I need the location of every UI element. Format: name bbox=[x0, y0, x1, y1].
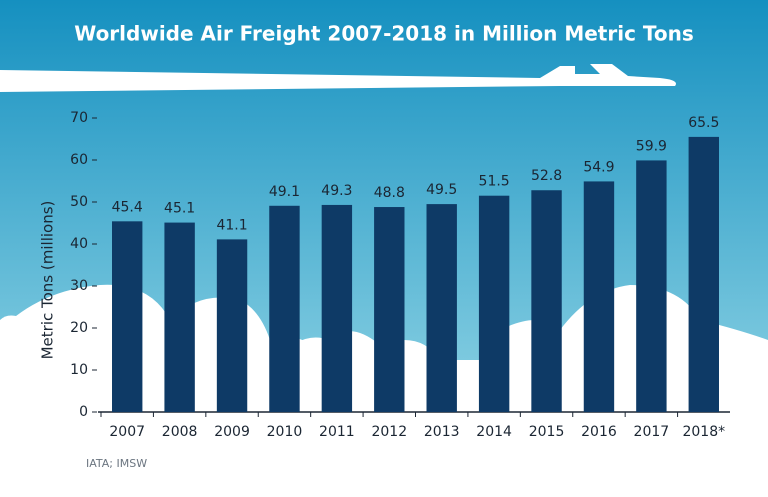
bar bbox=[478, 195, 510, 412]
value-label: 51.5 bbox=[479, 174, 510, 190]
value-label: 45.1 bbox=[164, 201, 195, 217]
x-tick-label: 2015 bbox=[529, 424, 565, 440]
y-tick-label: 40 bbox=[70, 236, 88, 252]
y-tick-label: 60 bbox=[70, 152, 88, 168]
value-label: 49.1 bbox=[269, 184, 300, 200]
value-label: 48.8 bbox=[374, 185, 405, 201]
value-label: 52.8 bbox=[531, 168, 562, 184]
y-tick-label: 70 bbox=[70, 110, 88, 126]
bar bbox=[321, 204, 353, 412]
value-label: 54.9 bbox=[583, 159, 614, 175]
x-tick-label: 2018* bbox=[682, 424, 725, 440]
value-label: 49.5 bbox=[426, 182, 457, 198]
y-tick-label: 10 bbox=[70, 362, 88, 378]
value-label: 41.1 bbox=[216, 217, 247, 233]
value-label: 45.4 bbox=[112, 199, 143, 215]
x-tick-label: 2010 bbox=[267, 424, 303, 440]
bar bbox=[112, 221, 143, 412]
value-label: 59.9 bbox=[636, 138, 667, 154]
source: IATA; IMSW bbox=[86, 457, 147, 470]
x-tick-label: 2011 bbox=[319, 424, 355, 440]
x-tick-label: 2013 bbox=[424, 424, 460, 440]
bar bbox=[374, 207, 405, 412]
bar bbox=[426, 204, 457, 412]
y-tick-label: 30 bbox=[70, 278, 88, 294]
bar bbox=[583, 181, 615, 412]
y-tick-label: 50 bbox=[70, 194, 88, 210]
value-label: 65.5 bbox=[688, 115, 719, 131]
x-tick-label: 2009 bbox=[214, 424, 250, 440]
x-tick-label: 2017 bbox=[634, 424, 670, 440]
bar bbox=[164, 222, 195, 412]
y-axis-label: Metric Tons (millions) bbox=[39, 201, 57, 360]
bar bbox=[269, 205, 300, 412]
bar bbox=[531, 190, 562, 412]
bar bbox=[636, 160, 667, 412]
y-tick-label: 20 bbox=[70, 320, 88, 336]
x-tick-label: 2012 bbox=[371, 424, 407, 440]
x-tick-label: 2014 bbox=[476, 424, 512, 440]
x-tick-label: 2008 bbox=[162, 424, 198, 440]
chart-title: Worldwide Air Freight 2007-2018 in Milli… bbox=[74, 22, 694, 46]
x-tick-label: 2016 bbox=[581, 424, 617, 440]
y-tick-label: 0 bbox=[79, 404, 88, 420]
plane-banner bbox=[0, 64, 676, 92]
x-tick-label: 2007 bbox=[109, 424, 145, 440]
bar bbox=[216, 239, 248, 412]
value-label: 49.3 bbox=[321, 183, 352, 199]
bar bbox=[688, 136, 719, 412]
